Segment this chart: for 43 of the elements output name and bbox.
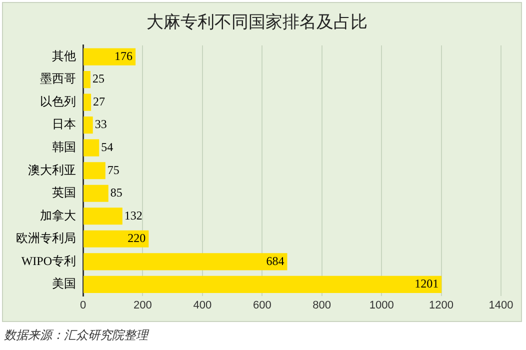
bar <box>84 184 108 202</box>
bar <box>84 276 442 293</box>
bar <box>84 139 100 156</box>
y-tick-label: 日本 <box>52 117 76 132</box>
bar <box>84 94 92 111</box>
y-tick-label: 欧洲专利局 <box>16 231 76 246</box>
data-label: 75 <box>107 162 120 177</box>
source-note: 数据来源：汇众研究院整理 <box>4 327 148 344</box>
bar <box>84 48 136 66</box>
y-tick-label: 加拿大 <box>40 208 76 222</box>
bar <box>84 230 149 248</box>
bar <box>84 162 106 180</box>
y-tick-label: WIPO专利 <box>21 254 76 268</box>
data-label: 1201 <box>414 276 439 291</box>
data-label: 132 <box>124 208 142 222</box>
x-tick-label: 1000 <box>369 299 394 312</box>
x-tick-label: 600 <box>252 299 272 312</box>
y-tick-label: 墨西哥 <box>40 72 76 86</box>
x-tick-label: 1400 <box>488 299 514 312</box>
x-tick-label: 0 <box>80 299 86 312</box>
y-tick-label: 美国 <box>52 276 76 291</box>
x-tick-label: 200 <box>134 299 152 312</box>
y-tick-label: 其他 <box>52 48 76 63</box>
bar <box>84 116 93 134</box>
x-tick-label: 400 <box>193 299 212 312</box>
data-label: 176 <box>114 48 133 63</box>
y-tick-label: 韩国 <box>52 140 76 154</box>
data-label: 27 <box>93 94 106 108</box>
y-tick-label: 英国 <box>52 186 76 200</box>
data-label: 684 <box>266 254 284 268</box>
x-tick-label: 800 <box>312 299 332 312</box>
bar <box>84 71 90 88</box>
data-label: 54 <box>101 140 114 154</box>
bar <box>84 208 122 225</box>
data-label: 85 <box>110 186 122 200</box>
data-label: 25 <box>92 72 104 86</box>
bar <box>84 253 288 270</box>
chart-title: 大麻专利不同国家排名及占比 <box>146 12 368 32</box>
y-tick-label: 以色列 <box>40 94 76 108</box>
data-label: 33 <box>94 117 107 132</box>
x-tick-label: 1200 <box>429 299 454 312</box>
y-tick-label: 澳大利亚 <box>28 162 76 177</box>
data-label: 220 <box>128 231 146 246</box>
